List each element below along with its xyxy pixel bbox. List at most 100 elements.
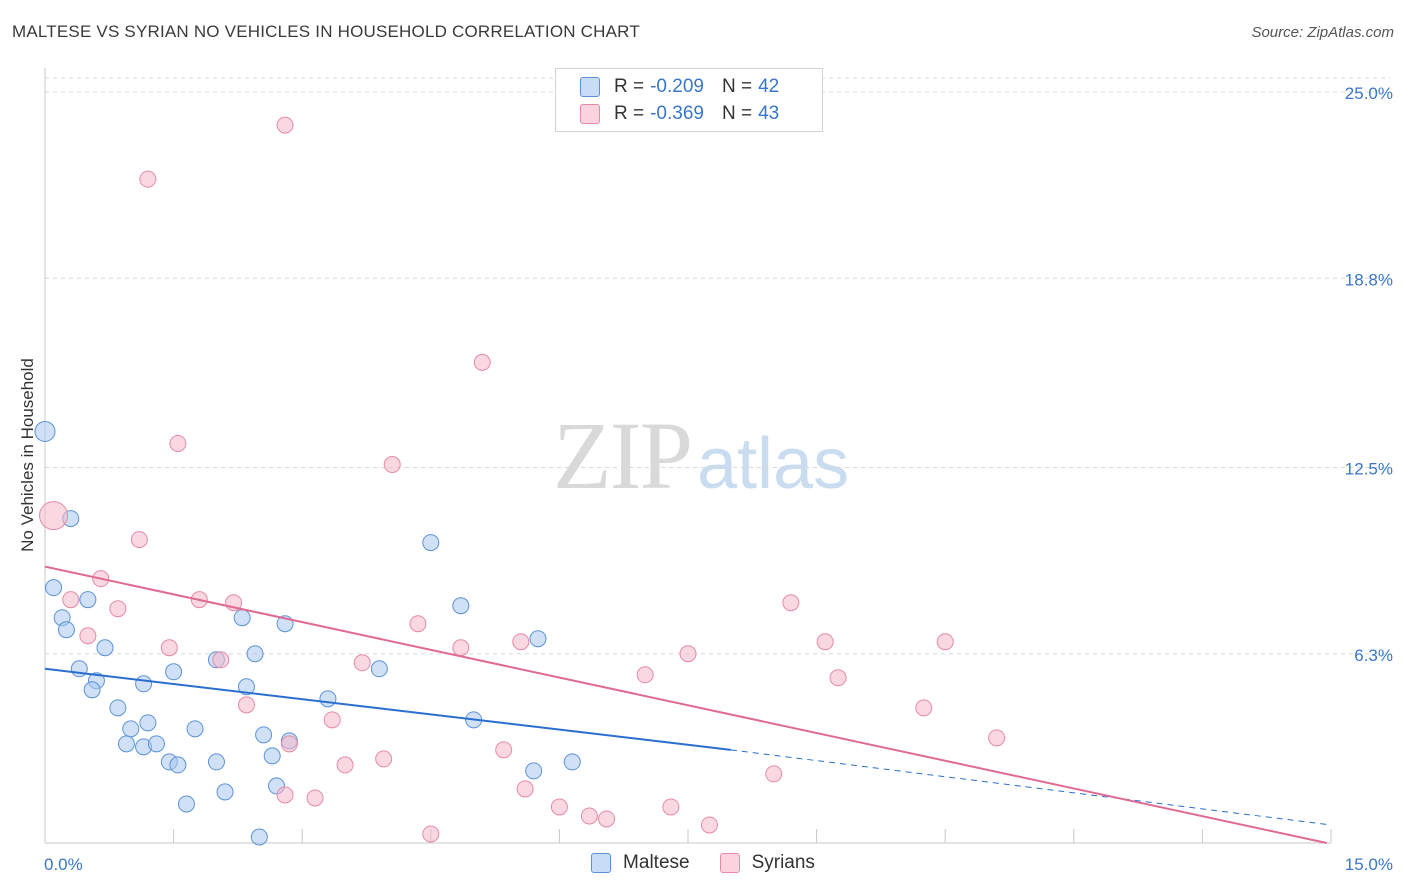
syrian-point xyxy=(409,615,427,633)
maltese-trend-line xyxy=(44,667,731,751)
syrian-point xyxy=(422,825,440,843)
legend-swatch-maltese xyxy=(580,77,600,97)
legend-n-value: 42 xyxy=(758,76,780,97)
maltese-trend-extension xyxy=(730,749,1332,826)
syrian-point xyxy=(816,633,834,651)
watermark-atlas: atlas xyxy=(697,424,850,504)
syrian-point xyxy=(336,756,354,774)
syrian-point xyxy=(512,633,530,651)
maltese-point xyxy=(216,783,234,801)
syrian-point xyxy=(495,741,513,759)
y-tick-label: 25.0% xyxy=(1345,84,1393,103)
maltese-point xyxy=(165,663,183,681)
maltese-point xyxy=(452,597,470,615)
syrian-point xyxy=(598,810,616,828)
maltese-point xyxy=(263,747,281,765)
maltese-point xyxy=(96,639,114,657)
syrian-point xyxy=(323,711,341,729)
chart-title: MALTESE VS SYRIAN NO VEHICLES IN HOUSEHO… xyxy=(12,22,640,41)
syrian-point xyxy=(306,789,324,807)
maltese-point xyxy=(370,660,388,678)
legend-row-syrians: R = -0.369 N = 43 xyxy=(580,102,779,126)
y-axis-label: No Vehicles in Household xyxy=(18,358,37,552)
series-swatch-syrians xyxy=(719,853,740,873)
maltese-point xyxy=(169,756,187,774)
legend-r-value: -0.369 xyxy=(650,103,704,124)
maltese-point xyxy=(122,720,140,738)
syrian-point xyxy=(280,735,298,753)
x-tick-label: 0.0% xyxy=(44,855,83,874)
maltese-point xyxy=(147,735,165,753)
syrian-point xyxy=(700,816,718,834)
legend-row-maltese: R = -0.209 N = 42 xyxy=(580,75,779,99)
series-legend-maltese[interactable]: Maltese xyxy=(591,852,690,874)
syrian-point xyxy=(276,116,294,134)
legend-n-label: N = xyxy=(721,103,753,124)
syrian-point xyxy=(915,699,933,717)
maltese-point xyxy=(250,828,268,846)
syrian-point xyxy=(765,765,783,783)
series-label-syrians: Syrians xyxy=(751,852,815,873)
syrian-point xyxy=(988,729,1006,747)
y-tick-label: 6.3% xyxy=(1354,646,1393,665)
legend-r-label: R = xyxy=(614,103,645,124)
maltese-point xyxy=(319,690,337,708)
series-swatch-maltese xyxy=(591,853,612,873)
maltese-point xyxy=(135,675,153,693)
syrian-point xyxy=(829,669,847,687)
syrian-point xyxy=(452,639,470,657)
syrian-point xyxy=(580,807,598,825)
syrian-point xyxy=(160,639,178,657)
legend-swatch-syrians xyxy=(580,104,600,124)
legend-n-label: N = xyxy=(721,76,753,97)
correlation-legend: R = -0.209 N = 42 R = -0.369 N = 43 xyxy=(555,68,823,132)
legend-n-value: 43 xyxy=(758,103,780,124)
syrian-point xyxy=(39,501,69,531)
syrian-point xyxy=(169,434,187,452)
syrian-point xyxy=(130,531,148,549)
x-tick-label: 15.0% xyxy=(1345,855,1393,874)
legend-r-label: R = xyxy=(614,76,645,97)
syrian-point xyxy=(516,780,534,798)
syrian-point xyxy=(636,666,654,684)
maltese-point xyxy=(34,420,56,442)
maltese-point xyxy=(139,714,157,732)
maltese-point xyxy=(186,720,204,738)
maltese-point xyxy=(57,621,75,639)
legend-r-value: -0.209 xyxy=(650,76,704,97)
maltese-point xyxy=(45,579,63,597)
watermark: ZIPatlas xyxy=(553,400,849,511)
series-legend: Maltese Syrians xyxy=(0,852,1406,874)
watermark-zip: ZIP xyxy=(553,402,693,509)
maltese-point xyxy=(563,753,581,771)
syrian-trend-line xyxy=(44,565,1327,844)
source-label: Source: ZipAtlas.com xyxy=(1251,24,1394,41)
series-legend-syrians[interactable]: Syrians xyxy=(719,852,815,874)
syrian-point xyxy=(473,353,491,371)
maltese-point xyxy=(246,645,264,663)
syrian-point xyxy=(782,594,800,612)
maltese-point xyxy=(237,678,255,696)
syrian-point xyxy=(237,696,255,714)
syrian-point xyxy=(383,456,401,474)
maltese-point xyxy=(255,726,273,744)
syrian-point xyxy=(212,651,230,669)
maltese-point xyxy=(422,534,440,552)
syrian-point xyxy=(550,798,568,816)
maltese-point xyxy=(233,609,251,627)
y-tick-label: 18.8% xyxy=(1345,270,1393,289)
maltese-point xyxy=(529,630,547,648)
syrian-point xyxy=(109,600,127,618)
maltese-point xyxy=(83,681,101,699)
syrian-point xyxy=(662,798,680,816)
syrian-point xyxy=(353,654,371,672)
syrian-point xyxy=(139,170,157,188)
syrian-point xyxy=(936,633,954,651)
syrian-point xyxy=(679,645,697,663)
maltese-point xyxy=(177,795,195,813)
maltese-point xyxy=(109,699,127,717)
maltese-point xyxy=(525,762,543,780)
series-label-maltese: Maltese xyxy=(623,852,690,873)
syrian-point xyxy=(375,750,393,768)
